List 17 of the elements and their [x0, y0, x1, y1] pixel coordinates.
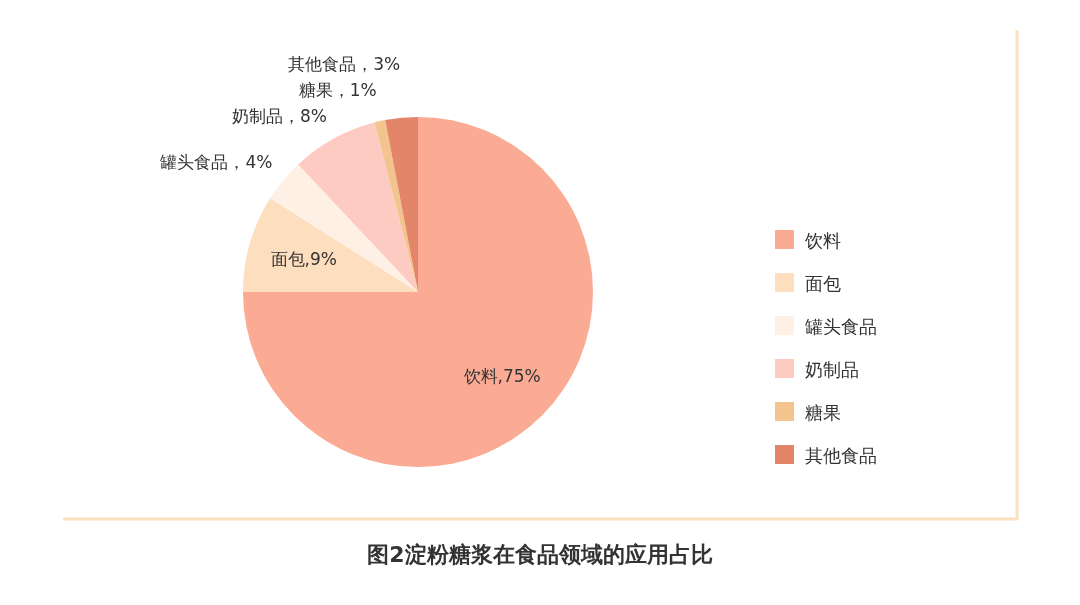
pie-slice — [374, 120, 418, 292]
data-label: 罐头食品，4% — [160, 151, 273, 172]
data-label: 奶制品，8% — [231, 106, 327, 127]
legend-label: 其他食品 — [805, 445, 877, 466]
legend-label: 饮料 — [804, 230, 841, 251]
text: 图2淀粉糖浆在食品领域的应用占比 — [367, 542, 713, 567]
pie-slice — [385, 117, 418, 292]
data-label: 其他食品，3% — [288, 54, 401, 75]
data-label: 糖果，1% — [298, 80, 377, 101]
legend-label: 面包 — [805, 273, 841, 294]
data-label: 面包,9% — [270, 248, 337, 269]
pie-slice — [243, 198, 418, 292]
legend-label: 罐头食品 — [805, 316, 877, 337]
legend-label: 奶制品 — [805, 359, 859, 380]
pie-slice — [270, 164, 418, 292]
data-label: 饮料,75% — [462, 366, 541, 387]
legend-label: 糖果 — [805, 402, 841, 423]
